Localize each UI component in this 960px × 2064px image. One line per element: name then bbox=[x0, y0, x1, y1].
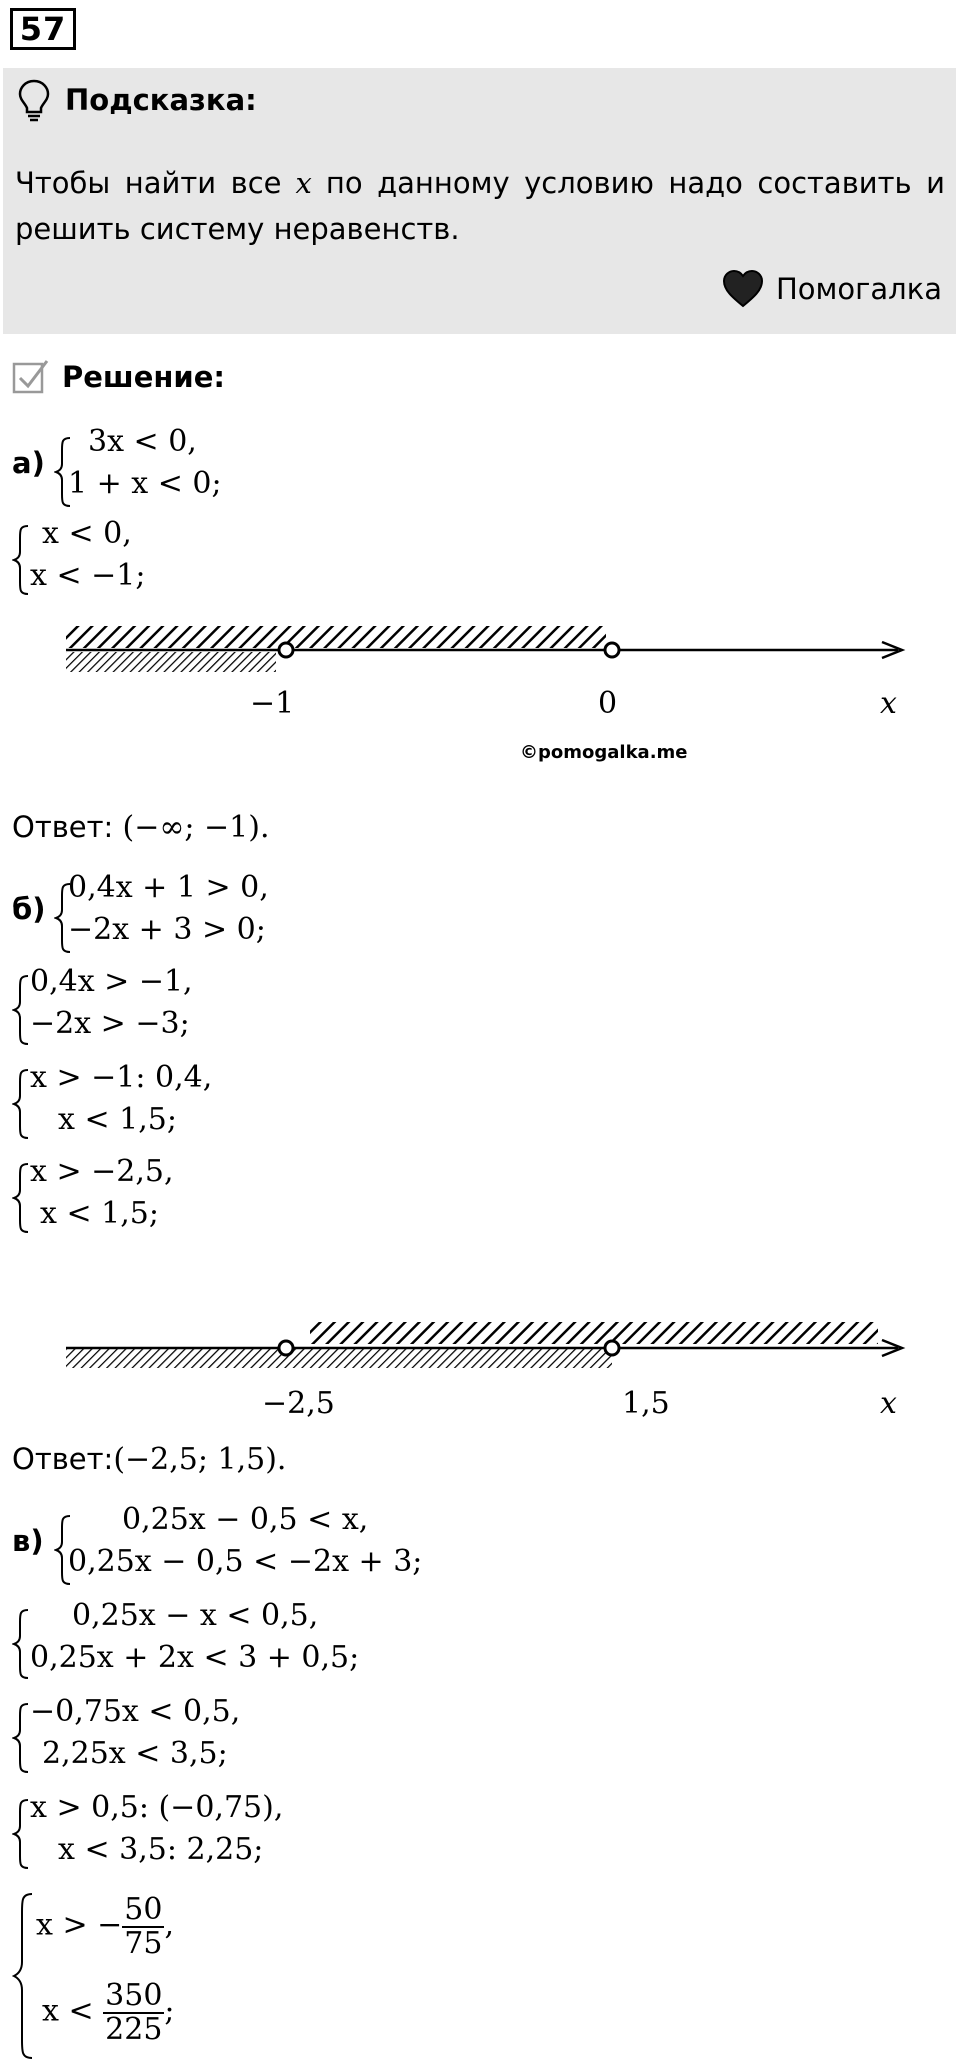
equation-line: 2,25x < 3,5; bbox=[42, 1736, 228, 1771]
hatch-x-less-1-5 bbox=[66, 1348, 612, 1368]
brand-link[interactable]: Помогалка bbox=[722, 270, 942, 308]
tick-label: −1 bbox=[250, 686, 295, 721]
axis-variable: x bbox=[880, 1386, 897, 1421]
brace bbox=[12, 1609, 29, 1679]
number-line-a bbox=[66, 626, 906, 672]
equation-line: 0,25x − 0,5 < x, bbox=[122, 1502, 369, 1537]
checkbox-check-icon bbox=[12, 360, 49, 394]
brace bbox=[54, 883, 71, 953]
fraction-line: x > −50 75, bbox=[36, 1894, 174, 1959]
number-line-b bbox=[66, 1322, 906, 1368]
fraction-prefix: x > − bbox=[36, 1907, 123, 1943]
fraction-suffix: ; bbox=[164, 1993, 175, 2029]
hint-header: Подсказка: bbox=[17, 78, 257, 122]
part-c-label: в) bbox=[12, 1524, 44, 1558]
arrow-icon bbox=[881, 1338, 906, 1358]
arrow-icon bbox=[881, 640, 906, 660]
hint-text: Чтобы найти все x по данному условию надо … bbox=[15, 160, 945, 252]
brace bbox=[12, 1069, 29, 1139]
answer-value: (−2,5; 1,5). bbox=[113, 1442, 287, 1477]
equation-line: −0,75x < 0,5, bbox=[30, 1694, 241, 1729]
lightbulb-icon bbox=[18, 79, 50, 122]
open-point bbox=[277, 1339, 295, 1357]
answer-label: Ответ: bbox=[12, 1442, 114, 1476]
equation-line: 0,4x > −1, bbox=[30, 964, 193, 999]
equation-line: x > −2,5, bbox=[30, 1154, 174, 1189]
tick-label: −2,5 bbox=[262, 1386, 335, 1421]
brace bbox=[12, 1799, 29, 1869]
problem-number: 57 bbox=[10, 8, 76, 50]
brace bbox=[54, 437, 71, 507]
numerator: 350 bbox=[103, 1978, 165, 2014]
hint-box: Подсказка: Чтобы найти все x по данному ус… bbox=[3, 68, 956, 334]
hint-text-before: Чтобы найти все bbox=[15, 166, 282, 200]
denominator: 225 bbox=[105, 2011, 163, 2047]
hatch-x-less-minus-1 bbox=[66, 652, 276, 672]
part-b-label: б) bbox=[12, 892, 46, 926]
open-point bbox=[603, 1339, 621, 1357]
answer-a: Ответ: (−∞; −1). bbox=[12, 810, 270, 845]
brace bbox=[12, 975, 29, 1045]
brand-name: Помогалка bbox=[776, 272, 942, 306]
fraction: 50 75 bbox=[122, 1892, 165, 1961]
equation-line: 0,25x − 0,5 < −2x + 3; bbox=[68, 1544, 423, 1579]
answer-b: Ответ:(−2,5; 1,5). bbox=[12, 1442, 286, 1477]
open-point bbox=[277, 641, 295, 659]
equation-line: 3x < 0, bbox=[88, 424, 197, 459]
brace bbox=[12, 1893, 33, 2059]
equation-line: x < −1; bbox=[30, 558, 146, 593]
part-a-label: а) bbox=[12, 446, 45, 480]
hint-title: Подсказка: bbox=[65, 83, 257, 117]
tick-label: 0 bbox=[598, 686, 618, 721]
brace bbox=[12, 1703, 29, 1773]
open-point bbox=[603, 641, 621, 659]
watermark-text: ©pomogalka.me bbox=[520, 742, 688, 763]
fraction-suffix: , bbox=[164, 1907, 174, 1943]
solution-title: Решение: bbox=[62, 360, 226, 394]
equation-line: x < 3,5: 2,25; bbox=[58, 1832, 264, 1867]
equation-line: x < 1,5; bbox=[58, 1102, 177, 1137]
denominator: 75 bbox=[124, 1925, 163, 1961]
equation-line: 1 + x < 0; bbox=[68, 466, 222, 501]
brace bbox=[54, 1515, 71, 1585]
equation-line: x > 0,5: (−0,75), bbox=[30, 1790, 284, 1825]
equation-line: x < 0, bbox=[42, 516, 132, 551]
answer-label: Ответ: bbox=[12, 810, 114, 844]
equation-line: 0,25x + 2x < 3 + 0,5; bbox=[30, 1640, 360, 1675]
solution-header: Решение: bbox=[12, 358, 225, 396]
hatch-x-less-0 bbox=[66, 626, 606, 648]
heart-icon bbox=[722, 270, 764, 308]
hint-variable: x bbox=[295, 166, 312, 200]
hint-text-after: по данному условию надо составить и реши… bbox=[15, 166, 945, 246]
equation-line: −2x > −3; bbox=[30, 1006, 190, 1041]
axis-variable: x bbox=[880, 686, 897, 721]
fraction-line: x < 350 225; bbox=[42, 1980, 175, 2045]
equation-line: 0,4x + 1 > 0, bbox=[68, 870, 269, 905]
fraction-prefix: x < bbox=[42, 1993, 94, 2029]
equation-line: 0,25x − x < 0,5, bbox=[72, 1598, 319, 1633]
equation-line: −2x + 3 > 0; bbox=[68, 912, 266, 947]
brace bbox=[12, 1163, 29, 1233]
brace bbox=[12, 525, 29, 595]
tick-label: 1,5 bbox=[622, 1386, 670, 1421]
equation-line: x > −1: 0,4, bbox=[30, 1060, 213, 1095]
hatch-x-greater-minus-2-5 bbox=[310, 1322, 878, 1344]
numerator: 50 bbox=[122, 1892, 165, 1928]
answer-value: (−∞; −1). bbox=[122, 810, 270, 845]
equation-line: x < 1,5; bbox=[40, 1196, 159, 1231]
fraction: 350 225 bbox=[103, 1978, 165, 2047]
